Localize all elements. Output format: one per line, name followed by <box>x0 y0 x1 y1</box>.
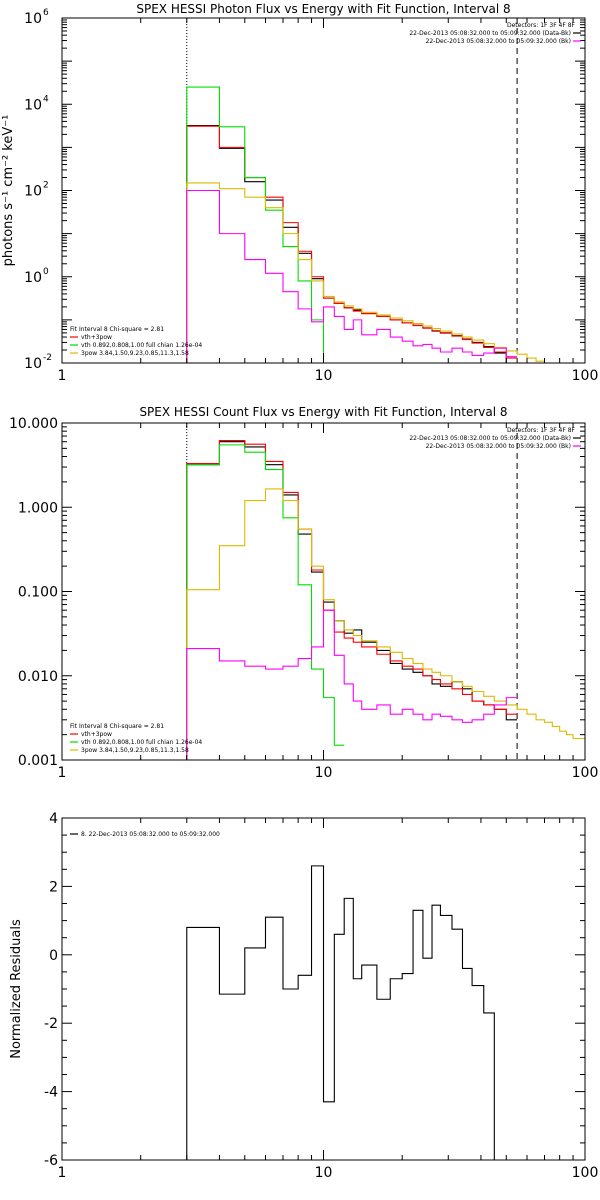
series-line-0 <box>186 865 518 1160</box>
series-line-4 <box>186 609 518 760</box>
chart-title: SPEX HESSI Count Flux vs Energy with Fit… <box>139 405 507 419</box>
y-axis-label: photons s⁻¹ cm⁻² keV⁻¹ <box>1 115 16 267</box>
legend-entry-left: 3pow 3.84,1.50,9.23,0.85,11.3,1.58 <box>81 350 189 357</box>
legend-header-right: Detectors: 1F 3F 4F 8F <box>507 22 576 29</box>
series-line-3 <box>186 182 567 363</box>
y-axis-label: Normalized Residuals <box>9 919 24 1059</box>
legend-entry-right: 22-Dec-2013 05:08:32.000 to 05:09:32.000… <box>409 30 571 37</box>
series-line-2 <box>186 444 345 760</box>
y-tick-exponent: 2 <box>43 181 49 191</box>
legend-entry-left: 8. 22-Dec-2013 05:08:32.000 to 05:09:32.… <box>81 831 220 838</box>
x-tick-label: 100 <box>572 1165 599 1181</box>
y-tick-label: 10 <box>24 97 42 113</box>
y-tick-label: 10.000 <box>9 416 58 432</box>
y-tick-label: 4 <box>49 811 58 827</box>
y-tick-label: 0.010 <box>18 669 58 685</box>
legend-header-left: Fit Interval 8 Chi-square = 2.81 <box>70 326 164 333</box>
y-tick-label: 0 <box>49 948 58 964</box>
legend-entry-left: 3pow 3.84,1.50,9.23,0.85,11.3,1.58 <box>81 747 189 754</box>
legend-header-right: Detectors: 1F 3F 4F 8F <box>507 427 576 434</box>
x-tick-label: 100 <box>572 368 599 384</box>
y-tick-exponent: 4 <box>43 94 49 104</box>
series-group <box>186 439 585 760</box>
photon-flux-panel: SPEX HESSI Photon Flux vs Energy with Fi… <box>1 2 598 384</box>
legend-entry-left: vth 0.892,0.808,1.00 full chian 1.26e-04 <box>81 342 202 349</box>
legend-entry-right: 22-Dec-2013 05:08:32.000 to 05:09:32.000… <box>409 435 571 442</box>
y-tick-label: -6 <box>44 1153 58 1169</box>
residuals-panel: 1 10 100 -6 -4 -2 0 2 4 Normalized Residuals 8. 22… <box>9 811 598 1181</box>
x-tick-label: 10 <box>315 1165 333 1181</box>
y-tick-label: 10 <box>24 356 42 372</box>
y-tick-label: 0.100 <box>18 585 58 601</box>
legend-entry-right: 22-Dec-2013 05:08:32.000 to 05:09:32.000… <box>426 38 571 45</box>
y-tick-exponent: 6 <box>43 8 49 18</box>
y-tick-label: -4 <box>44 1085 58 1101</box>
y-tick-label: 1.000 <box>18 500 58 516</box>
legend-entry-left: vth+3pow <box>81 731 112 738</box>
y-tick-label: 10 <box>24 270 42 286</box>
y-tick-exponent: -2 <box>43 353 52 363</box>
count-flux-panel: SPEX HESSI Count Flux vs Energy with Fit… <box>9 405 598 781</box>
series-line-1 <box>186 125 518 363</box>
series-group <box>186 86 567 363</box>
series-line-3 <box>186 488 585 760</box>
y-tick-label: 2 <box>49 879 58 895</box>
legend-entry-right: 22-Dec-2013 05:08:32.000 to 05:09:32.000… <box>426 443 571 450</box>
chart-title: SPEX HESSI Photon Flux vs Energy with Fi… <box>136 2 510 16</box>
x-tick-label: 10 <box>315 368 333 384</box>
y-tick-exponent: 0 <box>43 267 49 277</box>
x-tick-label: 1 <box>58 765 67 781</box>
x-tick-label: 10 <box>315 765 333 781</box>
y-tick-label: 10 <box>24 11 42 27</box>
y-tick-label: -2 <box>44 1016 58 1032</box>
x-tick-label: 100 <box>572 765 599 781</box>
y-tick-label: 0.001 <box>18 753 58 769</box>
x-tick-label: 1 <box>58 1165 67 1181</box>
series-line-4 <box>186 189 518 363</box>
y-tick-label: 10 <box>24 184 42 200</box>
legend-header-left: Fit Interval 8 Chi-square = 2.81 <box>70 723 164 730</box>
legend-entry-left: vth+3pow <box>81 334 112 341</box>
x-tick-label: 1 <box>58 368 67 384</box>
series-group <box>186 865 518 1160</box>
legend-entry-left: vth 0.892,0.808,1.00 full chian 1.26e-04 <box>81 739 202 746</box>
